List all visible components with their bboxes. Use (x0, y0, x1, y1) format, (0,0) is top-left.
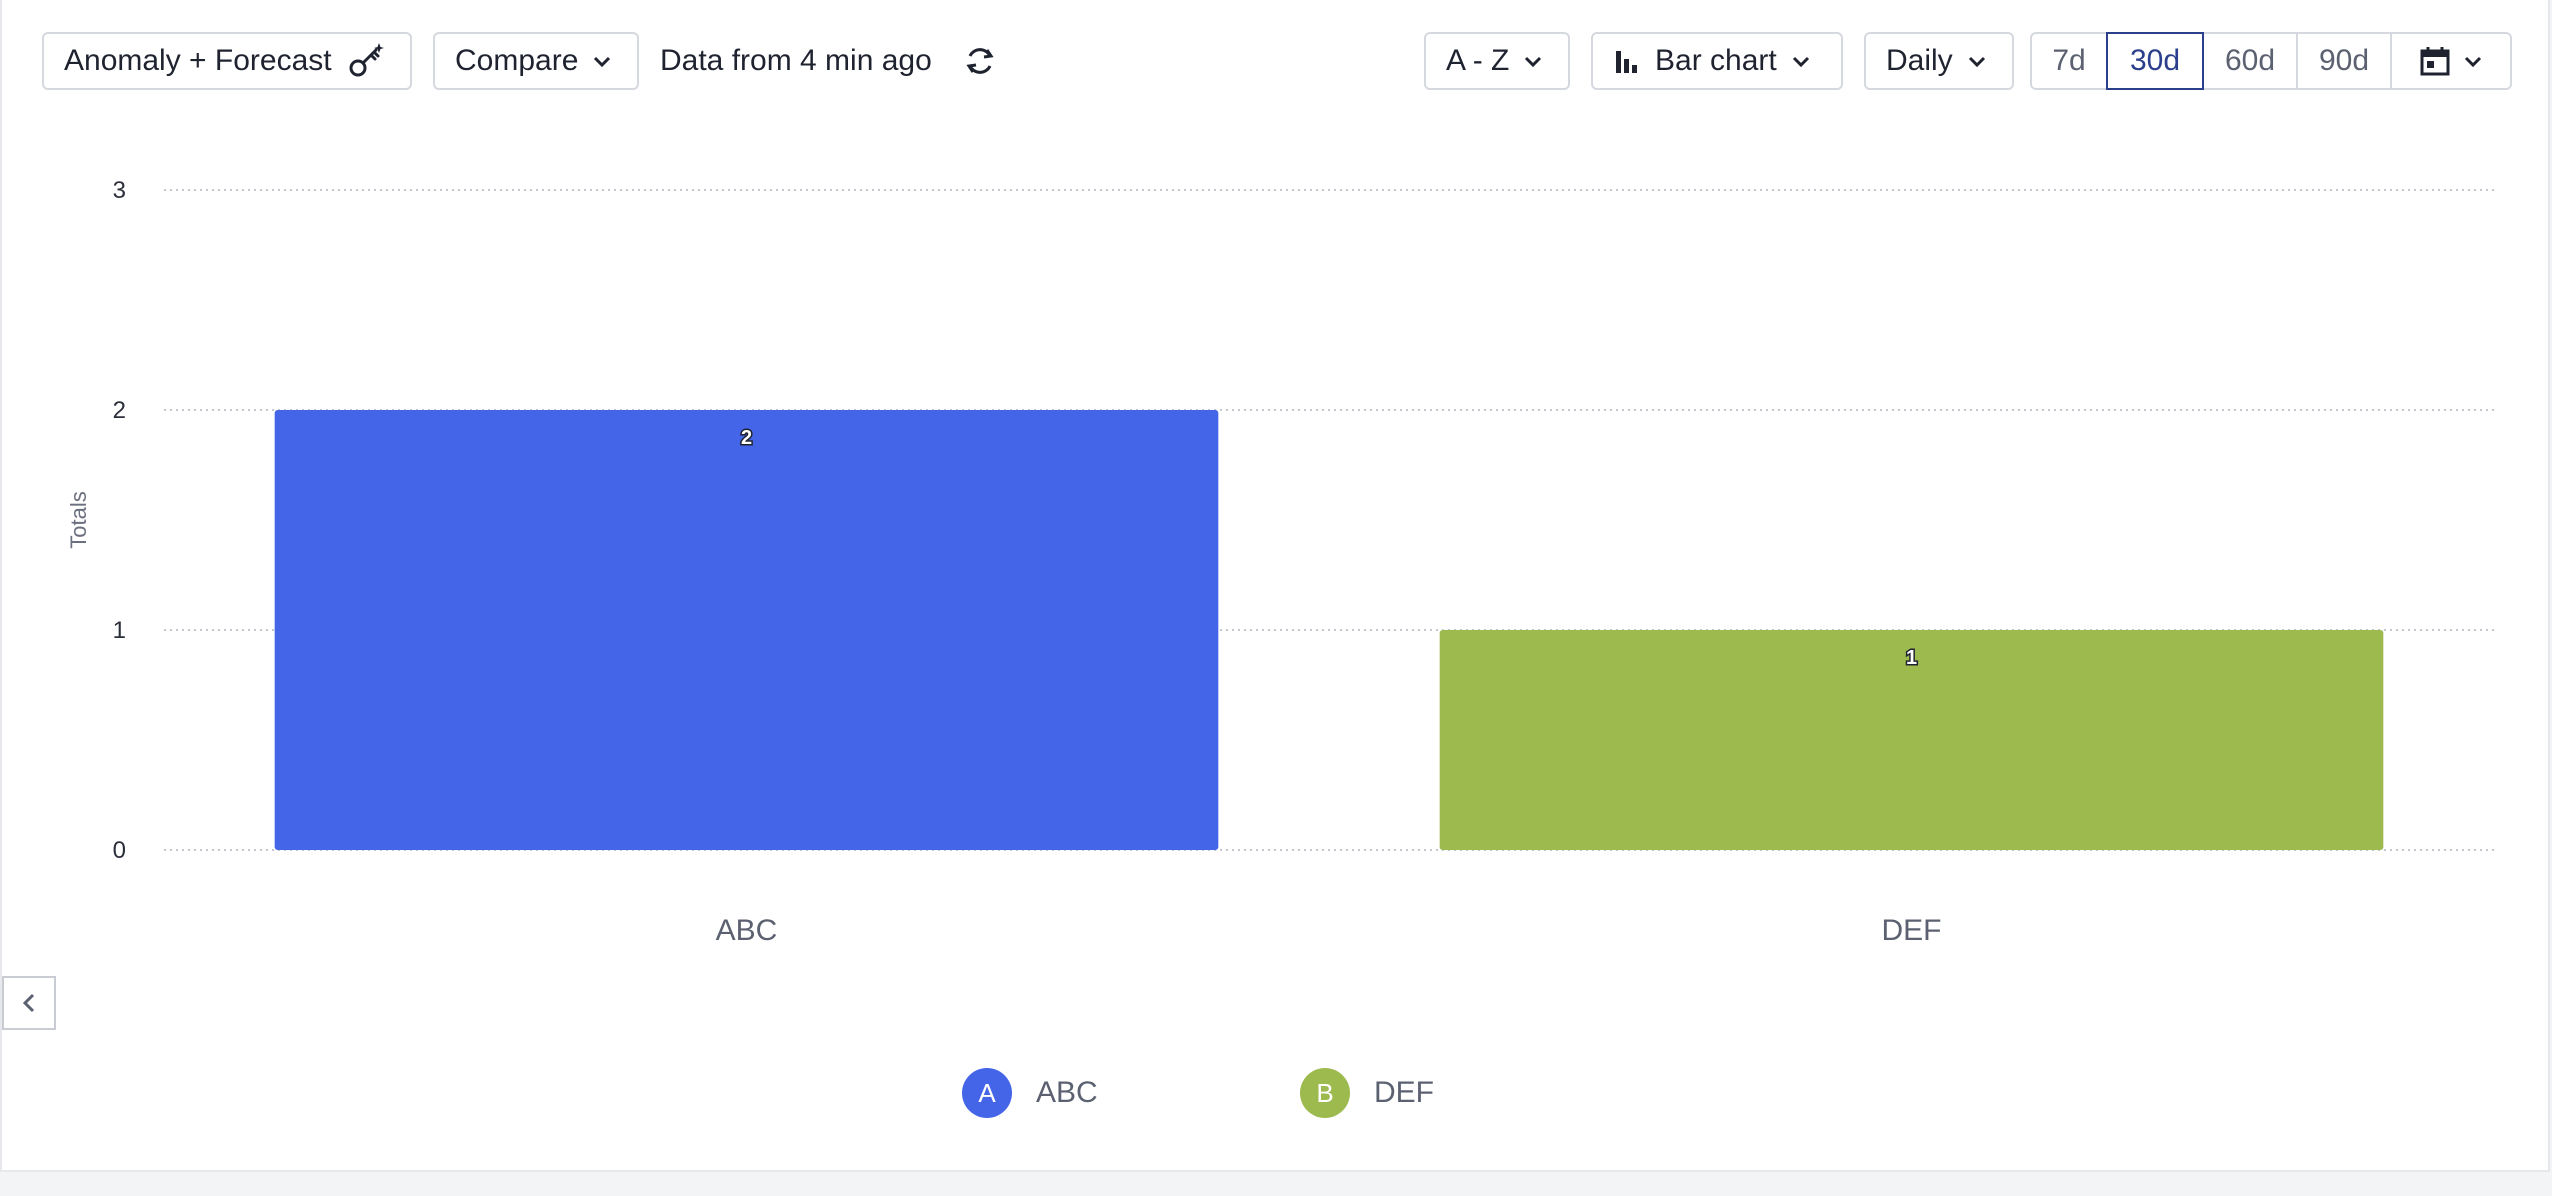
data-freshness-text: Data from 4 min ago (660, 44, 932, 77)
chart-type-label: Bar chart (1655, 44, 1777, 77)
sparkle-key-icon (346, 41, 386, 81)
x-tick-label: ABC (716, 914, 778, 947)
range-60d-button[interactable]: 60d (2202, 32, 2298, 90)
compare-label: Compare (455, 44, 579, 77)
y-tick-label: 1 (113, 617, 126, 644)
legend-item-abc[interactable]: A ABC (962, 1068, 1098, 1118)
anomaly-forecast-label: Anomaly + Forecast (64, 44, 332, 77)
chart-type-dropdown[interactable]: Bar chart (1591, 32, 1843, 90)
interval-label: Daily (1886, 44, 1953, 77)
refresh-icon[interactable] (957, 38, 1003, 84)
bar-chart-icon (1613, 47, 1641, 75)
y-axis-label: Totals (66, 491, 91, 548)
chevron-left-icon (18, 992, 40, 1014)
sort-dropdown[interactable]: A - Z (1424, 32, 1570, 90)
y-tick-label: 0 (113, 837, 126, 864)
legend-label: DEF (1374, 1076, 1434, 1109)
custom-date-button[interactable] (2390, 32, 2512, 90)
compare-dropdown[interactable]: Compare (433, 32, 639, 90)
legend-badge: A (962, 1068, 1012, 1118)
chevron-down-icon (2463, 51, 2483, 71)
bar-abc[interactable] (274, 410, 1219, 850)
y-tick-label: 2 (113, 397, 126, 424)
chevron-down-icon (1791, 51, 1811, 71)
calendar-icon (2419, 45, 2451, 77)
collapse-panel-button[interactable] (2, 976, 56, 1030)
legend-item-def[interactable]: B DEF (1300, 1068, 1434, 1118)
chevron-down-icon (1523, 51, 1543, 71)
y-tick-label: 3 (113, 177, 126, 204)
bar-def[interactable] (1439, 630, 2384, 850)
anomaly-forecast-button[interactable]: Anomaly + Forecast (42, 32, 412, 90)
interval-dropdown[interactable]: Daily (1864, 32, 2014, 90)
chevron-down-icon (1967, 51, 1987, 71)
date-range-selector: 7d 30d 60d 90d (2030, 32, 2512, 90)
range-7d-button[interactable]: 7d (2030, 32, 2108, 90)
legend-label: ABC (1036, 1076, 1098, 1109)
chart-panel: Anomaly + Forecast Compare Data from 4 m… (0, 0, 2550, 1172)
sort-label: A - Z (1446, 44, 1510, 77)
data-label: 1 (1906, 647, 1917, 669)
x-tick-label: DEF (1882, 914, 1942, 947)
chevron-down-icon (592, 51, 612, 71)
range-90d-button[interactable]: 90d (2296, 32, 2392, 90)
range-30d-button[interactable]: 30d (2106, 32, 2204, 90)
bar-chart: 0 1 2 3 2 ABC 1 DEF Totals (66, 177, 2494, 947)
legend-badge: B (1300, 1068, 1350, 1118)
data-label: 2 (741, 427, 752, 449)
